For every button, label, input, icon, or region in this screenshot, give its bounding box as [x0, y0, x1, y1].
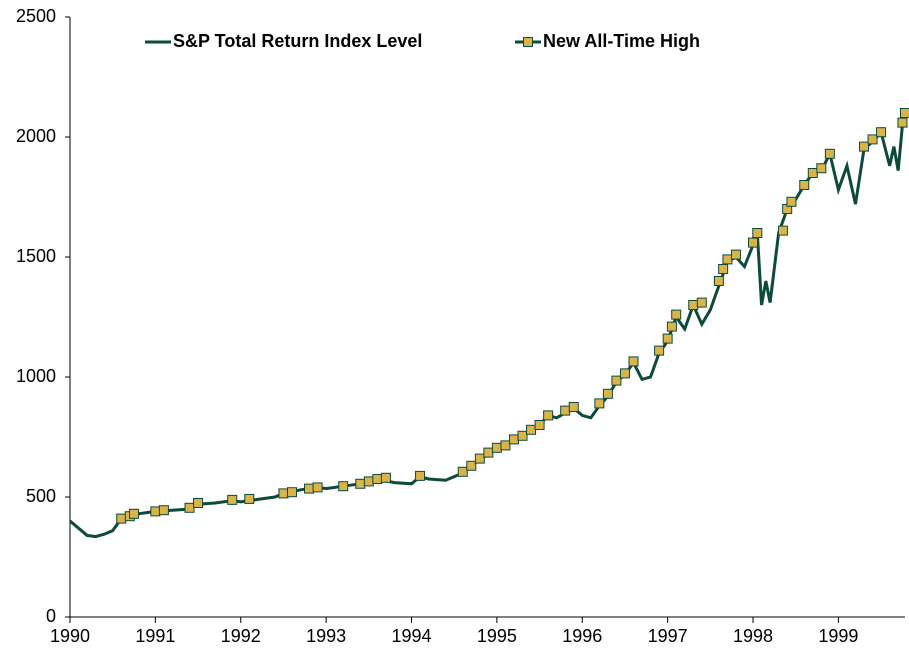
high-marker	[416, 471, 425, 480]
high-marker	[458, 467, 467, 476]
high-marker	[612, 376, 621, 385]
x-tick-label: 1991	[135, 626, 175, 646]
high-marker	[620, 369, 629, 378]
x-tick-label: 1996	[562, 626, 602, 646]
high-marker	[787, 197, 796, 206]
high-marker	[901, 109, 909, 118]
y-tick-label: 1500	[16, 246, 56, 266]
high-marker	[492, 443, 501, 452]
high-marker	[245, 494, 254, 503]
high-marker	[800, 181, 809, 190]
x-tick-label: 1998	[733, 626, 773, 646]
high-marker	[714, 277, 723, 286]
high-marker	[484, 448, 493, 457]
legend-label: S&P Total Return Index Level	[173, 31, 422, 51]
high-marker	[287, 488, 296, 497]
high-marker	[151, 507, 160, 516]
high-marker	[868, 135, 877, 144]
high-marker	[279, 489, 288, 498]
high-marker	[561, 406, 570, 415]
x-tick-label: 1997	[648, 626, 688, 646]
high-marker	[825, 149, 834, 158]
y-tick-label: 0	[46, 606, 56, 626]
legend-label: New All-Time High	[543, 31, 700, 51]
high-marker	[313, 483, 322, 492]
high-marker	[228, 495, 237, 504]
x-tick-label: 1992	[221, 626, 261, 646]
high-marker	[663, 334, 672, 343]
high-marker	[356, 479, 365, 488]
high-marker	[339, 482, 348, 491]
y-tick-label: 2500	[16, 6, 56, 26]
high-marker	[672, 310, 681, 319]
high-marker	[629, 357, 638, 366]
x-tick-label: 1990	[50, 626, 90, 646]
high-marker	[749, 238, 758, 247]
high-marker	[753, 229, 762, 238]
high-marker	[194, 499, 203, 508]
high-marker	[731, 250, 740, 259]
high-marker	[898, 118, 907, 127]
y-tick-label: 1000	[16, 366, 56, 386]
high-marker	[719, 265, 728, 274]
high-marker	[595, 399, 604, 408]
high-marker	[364, 477, 373, 486]
high-marker	[689, 301, 698, 310]
high-marker	[860, 142, 869, 151]
high-marker	[509, 435, 518, 444]
high-marker	[501, 441, 510, 450]
high-marker	[475, 454, 484, 463]
high-marker	[527, 425, 536, 434]
x-tick-label: 1994	[391, 626, 431, 646]
high-marker	[697, 298, 706, 307]
high-marker	[185, 503, 194, 512]
x-tick-label: 1993	[306, 626, 346, 646]
high-marker	[569, 403, 578, 412]
high-marker	[305, 484, 314, 493]
high-marker	[655, 346, 664, 355]
high-marker	[130, 509, 139, 518]
y-tick-label: 2000	[16, 126, 56, 146]
high-marker	[117, 514, 126, 523]
high-marker	[817, 164, 826, 173]
y-tick-label: 500	[26, 486, 56, 506]
legend-swatch-marker	[524, 38, 533, 47]
high-marker	[544, 411, 553, 420]
index-line	[70, 113, 905, 537]
high-marker	[877, 128, 886, 137]
high-marker	[723, 255, 732, 264]
high-marker	[159, 506, 168, 515]
high-marker	[373, 475, 382, 484]
high-marker	[467, 461, 476, 470]
x-tick-label: 1999	[818, 626, 858, 646]
high-marker	[778, 226, 787, 235]
x-tick-label: 1995	[477, 626, 517, 646]
high-marker	[535, 421, 544, 430]
high-marker	[518, 431, 527, 440]
high-marker	[808, 169, 817, 178]
high-marker	[603, 389, 612, 398]
high-marker	[381, 473, 390, 482]
high-marker	[667, 322, 676, 331]
